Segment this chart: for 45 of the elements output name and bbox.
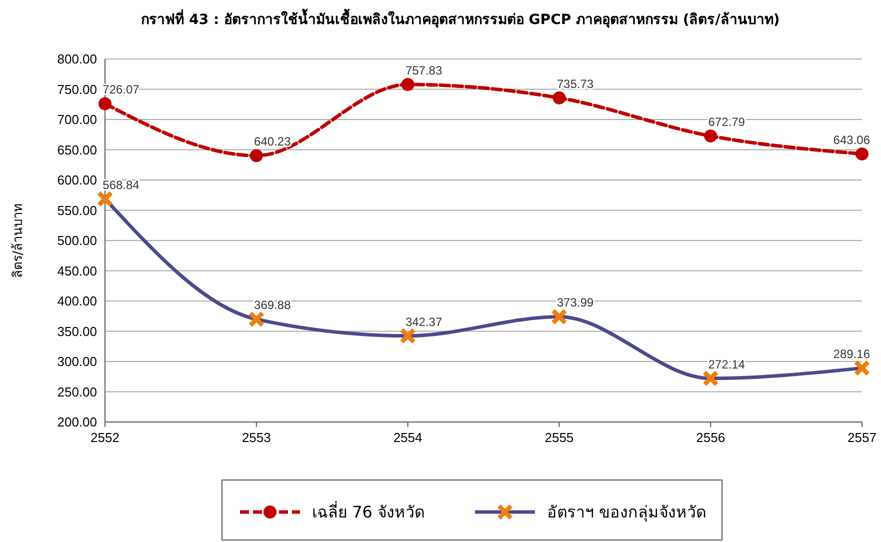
point [401,78,414,92]
data-label: 640.23 [254,134,292,149]
y-tick-label: 700.00 [57,112,97,128]
y-tick-label: 500.00 [57,233,97,248]
x-tick-label: 2554 [393,430,422,445]
x-tick-label: 2553 [242,430,271,445]
point [702,370,719,387]
point [550,308,568,325]
data-label: 735.73 [556,76,594,91]
y-tick-label: 300.00 [57,354,97,370]
point [552,91,566,104]
point [400,328,416,344]
y-tick-label: 800.00 [57,52,97,67]
data-label: 643.06 [833,132,870,147]
y-tick-label: 400.00 [57,294,97,309]
x-tick-label: 2555 [544,430,574,445]
y-tick-label: 600.00 [57,172,97,188]
point [98,97,112,110]
y-tick-label: 250.00 [57,384,97,400]
point [96,190,114,208]
y-axis-title: ลิตร/ล้านบาท [11,202,26,278]
point [856,147,868,160]
y-tick-label: 350.00 [57,324,97,339]
data-label: 272.14 [708,357,746,372]
x-tick-label: 2552 [90,430,120,445]
point [248,310,265,328]
data-label: 369.88 [254,298,292,312]
y-tick-label: 450.00 [57,263,97,278]
data-label: 289.16 [833,347,870,362]
y-tick-label: 550.00 [57,202,97,218]
chart-title: กราฟที่ 43 : อัตราการใช้น้ำมันเชื้อเพลิงในภาคอุตสาหกรรมต่อ GPCP ภาคอุตสาหกรรม (ลิตร/ล้านบาท) [141,8,780,28]
data-label: 672.79 [708,114,746,129]
point [250,149,263,162]
data-label: 373.99 [556,296,594,310]
legend-label: อัตราฯ ของกลุ่มจังหวัด [547,502,706,523]
y-tick-label: 200.00 [57,414,97,430]
x-tick-label: 2556 [696,430,726,445]
data-label: 342.37 [405,314,442,329]
y-tick-label: 650.00 [57,142,97,158]
x-tick-label: 2557 [848,430,876,445]
point [854,360,870,376]
y-tick-label: 750.00 [57,82,97,97]
data-label: 757.83 [405,64,442,78]
legend-label: เฉลี่ย 76 จังหวัด [312,500,425,522]
point [704,129,718,142]
